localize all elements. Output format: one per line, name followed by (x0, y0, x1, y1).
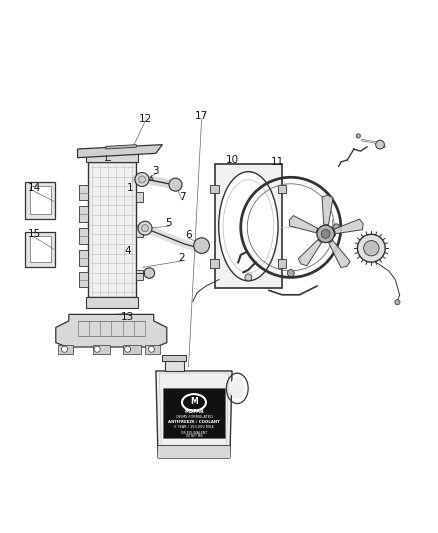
Circle shape (124, 346, 131, 352)
Text: 4: 4 (124, 246, 131, 256)
Text: 10: 10 (226, 155, 239, 165)
Circle shape (94, 346, 100, 352)
Circle shape (356, 134, 360, 138)
Circle shape (194, 238, 209, 254)
Bar (145, 345, 160, 353)
Text: ANTIFREEZE / COOLANT: ANTIFREEZE / COOLANT (168, 421, 220, 424)
Text: OE/MS FORMULATED: OE/MS FORMULATED (176, 415, 212, 419)
Polygon shape (78, 144, 162, 158)
Circle shape (135, 173, 149, 187)
Circle shape (148, 346, 155, 352)
Circle shape (245, 274, 252, 281)
Circle shape (333, 224, 340, 231)
Bar (210, 259, 219, 268)
Polygon shape (290, 215, 318, 233)
Bar (30, 236, 50, 262)
Bar (136, 270, 143, 280)
Circle shape (287, 270, 294, 277)
Text: 11: 11 (271, 157, 284, 167)
Bar (278, 259, 286, 268)
Text: 6: 6 (185, 230, 192, 240)
Circle shape (141, 225, 148, 232)
Polygon shape (328, 240, 350, 268)
Bar (58, 345, 73, 353)
Text: OR EQUIVALENT: OR EQUIVALENT (181, 431, 207, 434)
Text: 14: 14 (28, 183, 41, 193)
Circle shape (61, 346, 67, 352)
Bar (88, 162, 136, 297)
Text: M: M (190, 397, 198, 406)
Bar (79, 184, 88, 200)
Polygon shape (56, 314, 167, 347)
Bar (79, 250, 88, 265)
Text: 3: 3 (152, 166, 159, 176)
Bar (162, 355, 186, 361)
Ellipse shape (223, 180, 274, 273)
Text: 9: 9 (364, 248, 370, 259)
Bar (25, 232, 55, 266)
Text: 8: 8 (329, 229, 336, 239)
Bar (136, 227, 143, 237)
Bar (163, 389, 225, 439)
Text: 13: 13 (121, 312, 134, 321)
Text: 15: 15 (28, 229, 41, 239)
Bar (93, 345, 110, 353)
Bar (210, 184, 219, 193)
Polygon shape (106, 144, 136, 149)
Text: 2: 2 (179, 253, 185, 263)
Polygon shape (322, 195, 333, 225)
Text: 12: 12 (138, 114, 152, 124)
Bar (278, 184, 286, 193)
Bar (136, 192, 143, 202)
Bar (165, 361, 184, 371)
Circle shape (376, 140, 385, 149)
Text: 7: 7 (179, 192, 185, 202)
Circle shape (321, 230, 330, 238)
Circle shape (144, 268, 155, 278)
Polygon shape (298, 239, 321, 266)
Bar (30, 186, 50, 214)
Bar (158, 445, 230, 458)
Text: 17: 17 (195, 111, 208, 122)
Bar (25, 182, 55, 219)
Text: DO NOT MIX: DO NOT MIX (186, 434, 202, 439)
Bar (123, 345, 141, 353)
Text: MOPAR: MOPAR (184, 409, 204, 414)
Ellipse shape (230, 377, 245, 399)
Circle shape (138, 221, 152, 235)
Polygon shape (334, 219, 363, 234)
Circle shape (169, 178, 182, 191)
FancyBboxPatch shape (86, 297, 138, 308)
Text: 1: 1 (127, 183, 133, 193)
FancyBboxPatch shape (86, 149, 138, 162)
Circle shape (357, 235, 385, 262)
Bar (79, 228, 88, 244)
Bar (215, 164, 282, 288)
Circle shape (138, 176, 145, 183)
Bar (79, 206, 88, 222)
Polygon shape (156, 371, 232, 458)
Circle shape (395, 300, 400, 305)
Circle shape (364, 240, 379, 256)
Text: 5 YEAR / 150,000 MILE: 5 YEAR / 150,000 MILE (174, 425, 214, 430)
Bar (79, 272, 88, 287)
Text: 5: 5 (166, 218, 172, 228)
Ellipse shape (219, 172, 278, 281)
Circle shape (317, 225, 334, 243)
